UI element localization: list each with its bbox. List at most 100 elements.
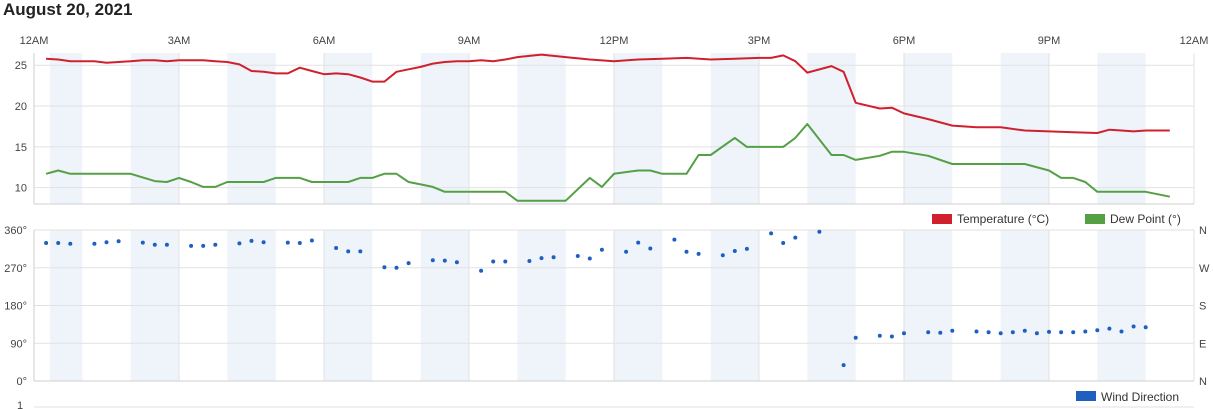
night-band bbox=[130, 53, 179, 204]
x-tick-label: 3PM bbox=[748, 35, 771, 47]
x-tick-label: 6PM bbox=[893, 35, 916, 47]
x-tick-label: 12AM bbox=[20, 35, 49, 47]
y-axis-ticks: 0° 90° 180° 270° 360° bbox=[4, 225, 27, 388]
wind-direction-point bbox=[1131, 324, 1136, 329]
wind-direction-point bbox=[624, 249, 629, 254]
wind-direction-legend-swatch bbox=[1076, 391, 1096, 401]
dew-point-legend-label: Dew Point (°) bbox=[1110, 212, 1181, 226]
wind-direction-legend-label: Wind Direction bbox=[1101, 390, 1179, 404]
wind-direction-point bbox=[44, 241, 49, 245]
wind-direction-point bbox=[1010, 330, 1015, 335]
wind-direction-point bbox=[382, 265, 387, 270]
wind-direction-point bbox=[1047, 329, 1051, 334]
y-axis-ticks: 10 15 20 25 bbox=[15, 60, 27, 194]
wind-direction-point bbox=[213, 242, 218, 247]
night-band bbox=[1097, 53, 1146, 204]
wind-direction-point bbox=[394, 265, 399, 270]
wind-direction-point bbox=[986, 330, 991, 335]
wind-direction-point bbox=[68, 241, 73, 246]
dew-point-legend-swatch bbox=[1085, 214, 1105, 224]
x-tick-label: 9PM bbox=[1038, 35, 1061, 47]
night-band bbox=[420, 53, 469, 204]
temperature-dewpoint-panel: 10 15 20 25 Temperature (°C) Dew Point (°) bbox=[15, 53, 1195, 226]
wind-direction-point bbox=[430, 258, 435, 263]
night-band bbox=[49, 53, 83, 204]
y-tick-label: 90° bbox=[10, 338, 27, 350]
wind-direction-point bbox=[539, 256, 544, 261]
wind-direction-point bbox=[684, 249, 689, 254]
x-tick-label: 12AM bbox=[1180, 35, 1209, 47]
wind-direction-point bbox=[950, 328, 955, 333]
wind-direction-point bbox=[696, 251, 701, 256]
footer-axis: 1 bbox=[17, 400, 1194, 409]
wind-direction-point bbox=[744, 246, 749, 251]
y-tick-label: 270° bbox=[4, 263, 27, 275]
compass-tick-label: N bbox=[1199, 225, 1207, 237]
wind-direction-point bbox=[817, 229, 822, 234]
grid-lines bbox=[33, 229, 1195, 382]
compass-tick-label: W bbox=[1199, 263, 1210, 275]
wind-direction-point bbox=[1022, 328, 1027, 333]
wind-direction-point bbox=[551, 255, 556, 260]
night-band bbox=[904, 53, 953, 204]
wind-direction-point bbox=[491, 259, 496, 264]
wind-direction-point bbox=[406, 261, 411, 266]
wind-direction-point bbox=[309, 238, 314, 243]
wind-direction-point bbox=[237, 241, 242, 246]
y-tick-label: 180° bbox=[4, 301, 27, 313]
wind-direction-point bbox=[346, 249, 351, 254]
temperature-legend-swatch bbox=[932, 214, 952, 224]
night-band bbox=[614, 53, 663, 204]
wind-direction-point bbox=[116, 239, 121, 244]
wind-direction-point bbox=[92, 241, 97, 246]
page-title: August 20, 2021 bbox=[3, 0, 133, 19]
y-tick-label: 20 bbox=[15, 101, 27, 113]
wind-direction-point bbox=[1119, 329, 1124, 334]
wind-direction-point bbox=[358, 249, 363, 254]
compass-tick-label: E bbox=[1199, 338, 1206, 350]
wind-direction-point bbox=[781, 241, 786, 245]
night-band bbox=[227, 53, 276, 204]
wind-direction-point bbox=[769, 231, 774, 236]
wind-direction-point bbox=[261, 240, 266, 245]
dew-point-series-line bbox=[45, 123, 1170, 202]
x-axis-ticks: 12AM 3AM 6AM 9AM 12PM 3PM 6PM 9PM 12AM bbox=[20, 35, 1209, 47]
compass-axis-ticks: N E S W N bbox=[1199, 225, 1210, 388]
legend[interactable]: Wind Direction bbox=[1076, 390, 1179, 404]
legend[interactable]: Temperature (°C) Dew Point (°) bbox=[932, 212, 1181, 226]
wind-direction-point bbox=[1071, 330, 1076, 335]
x-tick-label: 9AM bbox=[458, 35, 481, 47]
y-tick-label: 25 bbox=[15, 60, 27, 72]
wind-direction-point bbox=[249, 238, 254, 243]
wind-direction-point bbox=[140, 240, 145, 245]
wind-direction-panel: 0° 90° 180° 270° 360° N E S W N Wind Direction bbox=[4, 225, 1210, 404]
wind-direction-point bbox=[297, 241, 302, 245]
wind-direction-point bbox=[575, 254, 580, 258]
x-tick-label: 6AM bbox=[313, 35, 336, 47]
wind-direction-point bbox=[672, 237, 677, 242]
wind-direction-point bbox=[189, 243, 194, 248]
wind-direction-point bbox=[587, 256, 592, 261]
wind-direction-point bbox=[648, 246, 653, 251]
wind-direction-point bbox=[454, 260, 459, 265]
wind-direction-point bbox=[636, 240, 641, 245]
series-lines bbox=[45, 53, 1170, 202]
night-band bbox=[807, 53, 856, 204]
grid-lines bbox=[33, 53, 1195, 205]
compass-tick-label: N bbox=[1199, 376, 1207, 388]
y-tick-label: 0° bbox=[16, 376, 27, 388]
wind-direction-point bbox=[902, 331, 906, 336]
wind-direction-point bbox=[1059, 330, 1064, 335]
next-panel-tick-label: 1 bbox=[17, 400, 23, 409]
wind-direction-point bbox=[853, 335, 858, 340]
wind-direction-point bbox=[1143, 325, 1148, 330]
wind-direction-point bbox=[889, 334, 894, 339]
wind-direction-point bbox=[1083, 329, 1088, 334]
x-tick-label: 12PM bbox=[600, 35, 629, 47]
wind-direction-point bbox=[503, 259, 508, 264]
wind-direction-point bbox=[201, 243, 206, 248]
wind-direction-point bbox=[720, 253, 725, 258]
wind-direction-point bbox=[938, 330, 943, 335]
wind-direction-point bbox=[841, 363, 846, 368]
wind-direction-point bbox=[926, 330, 931, 335]
